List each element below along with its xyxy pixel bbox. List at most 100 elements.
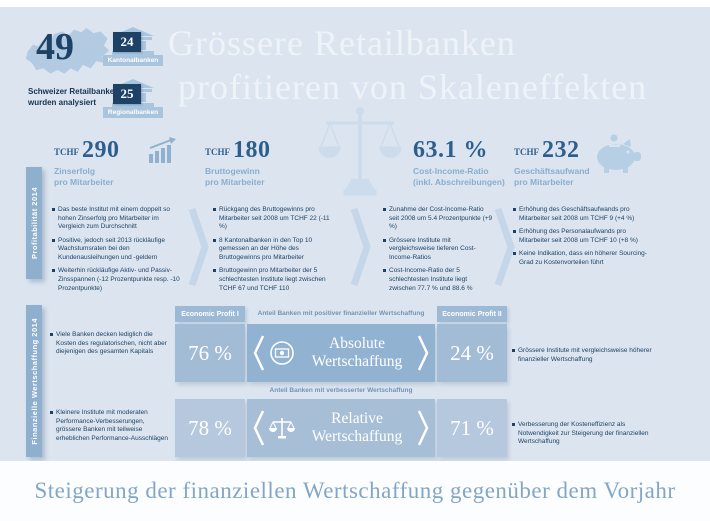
kpi-label-line1: Cost-Income-Ratio xyxy=(413,166,489,176)
kpi-label-line2: (inkl. Abschreibungen) xyxy=(413,177,505,188)
infographic-title-line1: Grössere Retailbanken xyxy=(168,23,516,63)
footer: Steigerung der finanziellen Wertschaffun… xyxy=(0,461,710,521)
badge-kantonalbanken: 24 Kantonalbanken xyxy=(103,27,163,67)
chevron-right-icon xyxy=(417,410,429,446)
band-label-line1: Relative xyxy=(331,410,383,428)
tab-wertschaffung: Finanzielle Wertschaffung 2014 xyxy=(26,305,42,457)
note-item: Viele Banken decken lediglich die Kosten… xyxy=(50,331,168,357)
bullet-marker xyxy=(50,411,53,414)
kpi-bruttogewinn-notes: Rückgang des Bruttogewinns pro Mitarbeit… xyxy=(213,206,333,298)
note-item: Zunahme der Cost-Income-Ratio seit 2008 … xyxy=(383,206,493,232)
badge-regionalbanken: 25 Regionalbanken xyxy=(103,79,163,119)
note-item: Erhöhung des Geschäftsaufwands pro Mitar… xyxy=(513,206,651,223)
kpi-label-line1: Geschäftsaufwand xyxy=(514,166,590,176)
kpi-geschaeftsaufwand: TCHF 232 Geschäftsaufwand pro Mitarbeite… xyxy=(514,138,590,188)
switzerland-map-icon xyxy=(25,27,110,74)
note-item: Erhöhung des Personalaufwands pro Mitarb… xyxy=(513,228,651,245)
note-item: Verbesserung der Kosteneffizienz als Not… xyxy=(512,421,664,447)
badge-number: 25 xyxy=(113,84,141,104)
bullet-marker xyxy=(52,208,55,211)
bullet-marker xyxy=(513,252,516,256)
note-item: Positive, jedoch seit 2013 rückläufige W… xyxy=(52,237,182,263)
infographic-title-line2: profitieren von Skaleneffekten xyxy=(178,67,648,107)
band-label-line2: Wertschaffung xyxy=(311,353,403,370)
bullet-marker xyxy=(513,208,516,211)
top-border xyxy=(0,0,710,7)
note-item: 8 Kantonalbanken in den Top 10 gemessen … xyxy=(213,237,333,263)
kpi-prefix: TCHF xyxy=(54,146,80,157)
kpi-label-line2: pro Mitarbeiter xyxy=(54,177,114,188)
chevron-left-icon xyxy=(253,410,265,446)
band-label-line1: Absolute xyxy=(329,335,385,353)
kpi-value: 63.1 % xyxy=(413,137,488,163)
absolute-wertschaffung-band: Absolute Wertschaffung xyxy=(247,324,435,382)
kpi-cost-income-notes: Zunahme der Cost-Income-Ratio seit 2008 … xyxy=(383,206,493,298)
footer-title: Steigerung der finanziellen Wertschaffun… xyxy=(34,478,676,503)
wertschaffung-right-notes: Verbesserung der Kosteneffizienz als Not… xyxy=(512,421,664,452)
bar-chart-icon xyxy=(149,137,176,163)
kpi-label-line2: pro Mitarbeiter xyxy=(205,177,265,188)
chevron-separator-icon xyxy=(188,207,209,287)
bullet-marker xyxy=(213,269,216,273)
kpi-label-line1: Bruttogewinn xyxy=(205,166,260,176)
chevron-left-icon xyxy=(253,335,265,371)
positive-wertschaffung-caption: Anteil Banken mit positiver finanzieller… xyxy=(257,310,425,317)
balance-scale-icon xyxy=(318,107,402,196)
note-item: Grössere Institute mit vergleichsweise t… xyxy=(383,237,493,263)
kpi-zinserfolg: TCHF 290 Zinserfolg pro Mitarbeiter xyxy=(54,138,120,188)
kpi-geschaeftsaufwand-notes: Erhöhung des Geschäftsaufwands pro Mitar… xyxy=(513,206,651,272)
economic-profit-2-header: Economic Profit II xyxy=(437,306,507,322)
chevron-separator-icon xyxy=(350,207,371,287)
note-item: Keine Indikation, dass ein höherer Sourc… xyxy=(513,250,651,267)
absolute-left-pct: 76 % xyxy=(175,324,245,382)
banknote-icon xyxy=(270,341,294,365)
bullet-marker xyxy=(512,349,515,352)
absolute-right-pct: 24 % xyxy=(437,324,507,382)
kpi-label-line1: Zinserfolg xyxy=(54,166,96,176)
chevron-right-icon xyxy=(417,335,429,371)
kpi-prefix: TCHF xyxy=(205,146,231,157)
kpi-value: 180 xyxy=(233,137,271,163)
tab-wertschaffung-label: Finanzielle Wertschaffung 2014 xyxy=(29,317,39,445)
wertschaffung-left-notes: Viele Banken decken lediglich die Kosten… xyxy=(50,331,168,362)
bullet-marker xyxy=(52,238,55,242)
analyzed-count: 49 xyxy=(36,26,74,68)
bullet-marker xyxy=(383,238,386,242)
note-item: Cost-Income-Ratio der 5 schlechtesten In… xyxy=(383,267,493,293)
note-item: Grössere Institute mit vergleichsweise h… xyxy=(512,347,664,364)
relative-wertschaffung-band: Relative Wertschaffung xyxy=(247,399,435,457)
badge-label: Kantonalbanken xyxy=(103,55,163,66)
kpi-value: 290 xyxy=(82,137,120,163)
kpi-cost-income-ratio: 63.1 % Cost-Income-Ratio (inkl. Abschrei… xyxy=(413,138,505,188)
note-item: Rückgang des Bruttogewinns pro Mitarbeit… xyxy=(213,206,333,232)
bullet-marker xyxy=(513,230,516,234)
bullet-marker xyxy=(50,333,53,336)
analyzed-caption-line2: wurden analysiert xyxy=(28,97,97,107)
kpi-bruttogewinn: TCHF 180 Bruttogewinn pro Mitarbeiter xyxy=(205,138,271,188)
band-label-line2: Wertschaffung xyxy=(311,428,403,445)
tab-profitability: Profitabilität 2014 xyxy=(26,167,42,279)
verbesserte-wertschaffung-caption: Anteil Banken mit verbesserter Wertschaf… xyxy=(269,387,413,394)
chevron-separator-icon xyxy=(494,207,515,287)
bullet-marker xyxy=(383,269,386,273)
economic-profit-1-header: Economic Profit I xyxy=(175,306,245,322)
kpi-prefix: TCHF xyxy=(514,146,540,157)
analyzed-caption-line1: Schweizer Retailbanken xyxy=(28,87,120,96)
wertschaffung-right-notes: Grössere Institute mit vergleichsweise h… xyxy=(512,347,664,369)
bullet-marker xyxy=(512,423,515,426)
piggy-bank-icon xyxy=(597,134,641,173)
bullet-marker xyxy=(213,208,216,211)
bullet-marker xyxy=(52,269,55,273)
note-item: Kleinere Institute mit moderaten Perform… xyxy=(50,409,168,443)
kpi-value: 232 xyxy=(542,137,580,163)
kpi-label-line2: pro Mitarbeiter xyxy=(514,177,574,188)
relative-left-pct: 78 % xyxy=(175,399,245,457)
bullet-marker xyxy=(383,208,386,211)
relative-right-pct: 71 % xyxy=(437,399,507,457)
badge-label: Regionalbanken xyxy=(103,107,163,118)
note-item: Das beste Institut mit einem doppelt so … xyxy=(52,206,182,232)
note-item: Bruttogewinn pro Mitarbeiter der 5 schle… xyxy=(213,267,333,293)
bullet-marker xyxy=(213,238,216,242)
analyzed-caption: Schweizer Retailbanken wurden analysiert xyxy=(28,87,119,109)
